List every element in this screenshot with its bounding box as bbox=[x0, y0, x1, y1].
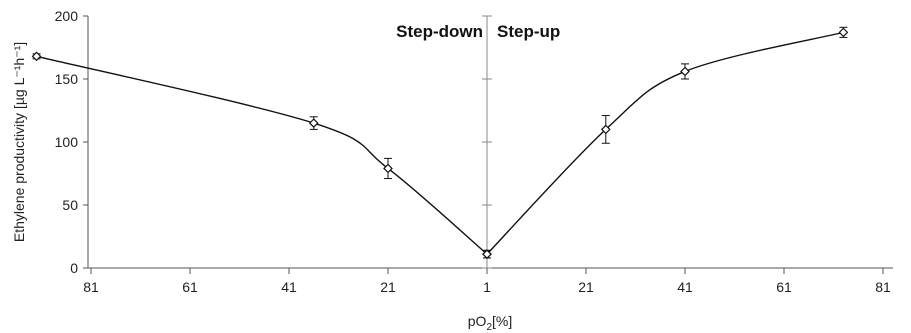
y-tick-label: 50 bbox=[62, 197, 78, 213]
x-axis-title: pO2[%] bbox=[468, 313, 512, 333]
x-tick-label: 61 bbox=[182, 279, 198, 295]
x-tick-label: 21 bbox=[380, 279, 396, 295]
x-axis-title-prefix: pO bbox=[468, 313, 487, 329]
data-point-diamond bbox=[680, 66, 690, 77]
data-point-diamond bbox=[31, 51, 42, 62]
x-ticks: 81 61 41 21 1 21 41 61 81 bbox=[83, 268, 891, 295]
x-tick-label: 81 bbox=[83, 279, 99, 295]
x-axis-title-suffix: [%] bbox=[492, 313, 512, 329]
y-tick-label: 100 bbox=[55, 134, 79, 150]
y-axis-title: Ethylene productivity [µg L⁻¹h⁻¹] bbox=[11, 42, 27, 242]
data-point-diamond bbox=[383, 163, 393, 174]
data-marks bbox=[31, 26, 849, 259]
x-tick-label: 61 bbox=[776, 279, 792, 295]
series-line-step-up bbox=[486, 31, 844, 255]
data-point-diamond bbox=[838, 27, 849, 38]
x-tick-label: 41 bbox=[677, 279, 693, 295]
x-tick-label: 41 bbox=[281, 279, 297, 295]
region-label-step-down: Step-down bbox=[396, 22, 483, 41]
data-point-diamond bbox=[482, 249, 492, 259]
x-tick-label: 81 bbox=[875, 279, 891, 295]
data-point-diamond bbox=[600, 124, 611, 135]
series-line-step-down bbox=[36, 55, 488, 255]
x-tick-label: 21 bbox=[578, 279, 594, 295]
region-label-step-up: Step-up bbox=[497, 22, 560, 41]
y-ticks: 0 50 100 150 200 bbox=[55, 8, 492, 276]
y-tick-label: 150 bbox=[55, 71, 79, 87]
y-tick-label: 0 bbox=[70, 260, 78, 276]
y-tick-label: 200 bbox=[55, 8, 79, 24]
data-point-diamond bbox=[308, 118, 319, 128]
x-tick-label: 1 bbox=[483, 279, 491, 295]
x-axis-title-subscript: 2 bbox=[486, 322, 492, 333]
